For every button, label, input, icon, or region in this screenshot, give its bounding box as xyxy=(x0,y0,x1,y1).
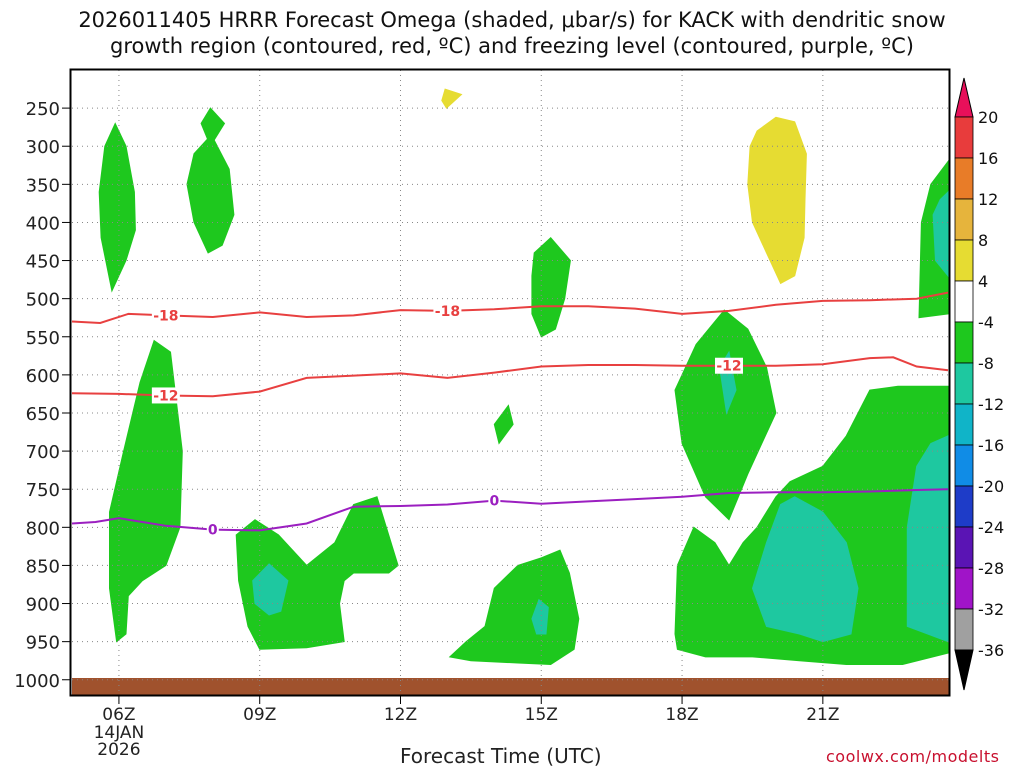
colorbar-segment-4 xyxy=(954,239,974,282)
contour-label-bg xyxy=(433,302,462,319)
x-date-label: 14JAN xyxy=(94,723,145,743)
colorbar-bottom-arrow xyxy=(954,649,974,691)
axes-layer: 250 300 350 400 450 500 550 600 650 700 750 800 850 9… xyxy=(14,99,839,760)
colorbar-segment-6 xyxy=(954,321,974,364)
x-tick-label-06Z: 06Z xyxy=(102,705,135,725)
colorbar-label--28: -28 xyxy=(978,559,1004,578)
contour-layer: -18 -18 -12 -12 0 0 xyxy=(71,291,949,539)
contour-label-bg xyxy=(206,521,219,538)
contour-label-bg xyxy=(488,492,501,509)
colorbar-segment-8 xyxy=(954,403,974,446)
colorbar-segment-10 xyxy=(954,485,974,528)
contour-label-bg xyxy=(151,307,180,324)
colorbar-segment-3 xyxy=(954,198,974,241)
y-tick-label-800: 800 xyxy=(26,518,60,539)
colorbar-segment-1 xyxy=(954,116,974,159)
colorbar-label--36: -36 xyxy=(978,641,1004,660)
colorbar-label-20: 20 xyxy=(978,108,998,127)
omega-region-green-10 xyxy=(674,309,777,521)
y-tick-label-550: 550 xyxy=(26,328,60,349)
chart-title-line-2: growth region (contoured, red, ºC) and f… xyxy=(110,34,914,58)
y-tick-label-600: 600 xyxy=(26,366,60,387)
contour-line--12 xyxy=(71,356,949,398)
omega-region-green-3 xyxy=(200,107,226,148)
colorbar-segment-9 xyxy=(954,444,974,487)
colorbar-label--20: -20 xyxy=(978,477,1004,496)
x-axis-title: Forecast Time (UTC) xyxy=(400,744,602,768)
contour-label--12-1: -12 xyxy=(153,388,178,404)
omega-region-teal-12 xyxy=(252,563,289,616)
x-tick-label-15Z: 15Z xyxy=(525,705,558,725)
chart-title-line-1: 2026011405 HRRR Forecast Omega (shaded, … xyxy=(78,8,946,32)
y-tick-label-900: 900 xyxy=(26,595,60,616)
y-tick-label-350: 350 xyxy=(26,175,60,196)
omega-region-green-7 xyxy=(531,236,571,338)
omega-region-green-6 xyxy=(493,404,514,445)
contour-label-0-2: 0 xyxy=(489,494,499,510)
y-tick-label-250: 250 xyxy=(26,99,60,120)
y-tick-label-1000: 1000 xyxy=(14,671,60,692)
y-tick-label-750: 750 xyxy=(26,480,60,501)
y-tick-label-950: 950 xyxy=(26,633,60,654)
y-tick-label-500: 500 xyxy=(26,290,60,311)
contour-label-0-1: 0 xyxy=(208,523,218,539)
colorbar-segment-7 xyxy=(954,362,974,405)
x-tick-label-18Z: 18Z xyxy=(665,705,698,725)
omega-region-yellow-18 xyxy=(747,116,807,285)
plot-frame xyxy=(69,68,951,697)
y-tick-label-700: 700 xyxy=(26,442,60,463)
contour-line--18 xyxy=(71,291,949,325)
colorbar-label--24: -24 xyxy=(978,518,1004,537)
colorbar-segment-5 xyxy=(954,280,974,323)
y-tick-label-450: 450 xyxy=(26,252,60,273)
colorbar-label-12: 12 xyxy=(978,190,998,209)
contour-label--18-1: -18 xyxy=(153,308,178,324)
omega-region-green-1 xyxy=(98,122,136,293)
colorbar-label--4: -4 xyxy=(978,313,994,332)
colorbar-label-4: 4 xyxy=(978,272,988,291)
contour-label--18-2: -18 xyxy=(435,304,460,320)
omega-region-teal-13 xyxy=(531,598,549,635)
colorbar-label--8: -8 xyxy=(978,354,994,373)
colorbar-segment-11 xyxy=(954,526,974,569)
ground-terrain xyxy=(72,678,949,695)
y-tick-label-850: 850 xyxy=(26,556,60,577)
colorbar-label--32: -32 xyxy=(978,600,1004,619)
x-year-label: 2026 xyxy=(97,740,140,760)
omega-region-green-8 xyxy=(448,549,580,666)
colorbar-segment-13 xyxy=(954,608,974,651)
colorbar-label-16: 16 xyxy=(978,149,998,168)
contour-label-bg xyxy=(714,357,743,374)
omega-region-green-4 xyxy=(109,339,183,643)
colorbar-label--16: -16 xyxy=(978,436,1004,455)
contour-label-bg xyxy=(151,387,180,404)
x-tick-label-12Z: 12Z xyxy=(384,705,417,725)
y-tick-label-300: 300 xyxy=(26,137,60,158)
colorbar-segment-12 xyxy=(954,567,974,610)
source-credit[interactable]: coolwx.com/modelts xyxy=(826,747,1000,766)
colorbar-top-arrow xyxy=(954,77,974,118)
x-tick-label-21Z: 21Z xyxy=(806,705,839,725)
colorbar: 20 16 12 8 4 -4 -8 -12 -16 -20 -24 -28 -32 -36 xyxy=(954,77,1004,691)
y-tick-label-400: 400 xyxy=(26,213,60,234)
y-tick-label-650: 650 xyxy=(26,404,60,425)
x-tick-label-09Z: 09Z xyxy=(243,705,276,725)
colorbar-label--12: -12 xyxy=(978,395,1004,414)
omega-region-yellow-19 xyxy=(441,88,463,109)
omega-region-teal-15 xyxy=(751,496,859,643)
colorbar-label-8: 8 xyxy=(978,231,988,250)
colorbar-segment-2 xyxy=(954,157,974,200)
contour-label--12-2: -12 xyxy=(716,359,741,375)
grid-lines xyxy=(72,70,948,695)
omega-shading-layer xyxy=(98,88,949,666)
omega-region-teal-17 xyxy=(932,190,949,278)
omega-region-green-2 xyxy=(186,133,235,254)
